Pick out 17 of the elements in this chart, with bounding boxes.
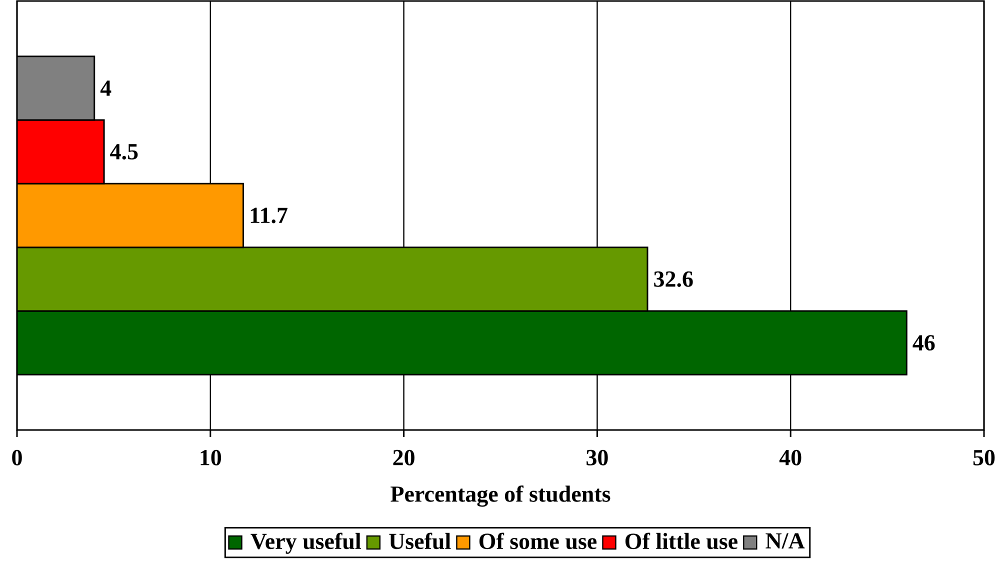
x-tick-label: 50 bbox=[973, 450, 995, 466]
legend-label: Useful bbox=[389, 532, 451, 550]
legend-label: Very useful bbox=[250, 532, 361, 554]
data-label: 32.6 bbox=[654, 271, 693, 287]
data-label: 11.7 bbox=[250, 208, 288, 224]
x-tick-label: 0 bbox=[12, 450, 22, 466]
data-label: 46 bbox=[912, 335, 935, 351]
legend-label: Of little use bbox=[625, 532, 738, 550]
x-tick-label: 10 bbox=[200, 450, 222, 466]
x-axis-title: Percentage of students bbox=[390, 485, 610, 507]
legend-label: N/A bbox=[766, 533, 805, 549]
x-tick-label: 20 bbox=[393, 450, 414, 466]
data-label: 4.5 bbox=[110, 144, 138, 160]
data-label: 4 bbox=[100, 80, 112, 96]
x-tick-label: 30 bbox=[586, 450, 608, 466]
legend-label: Of some use bbox=[479, 532, 597, 550]
x-tick-label: 40 bbox=[779, 450, 802, 466]
